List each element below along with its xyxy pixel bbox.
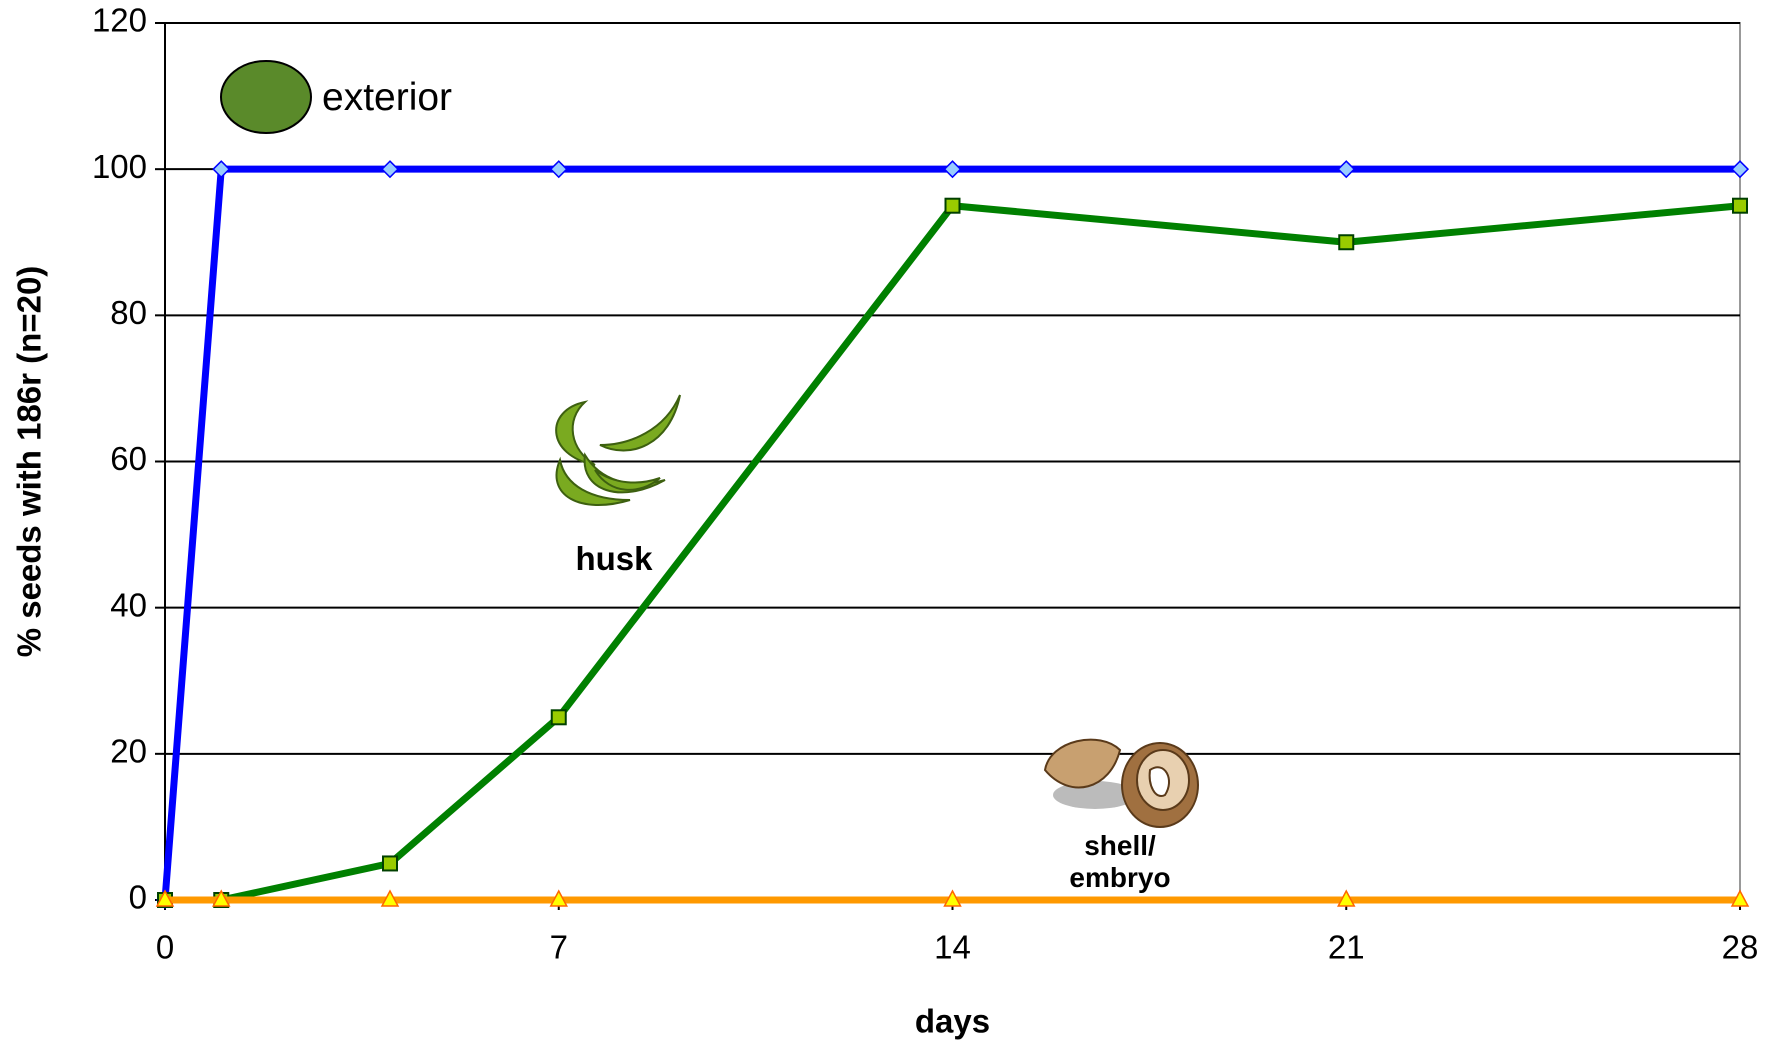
data-point <box>1339 235 1353 249</box>
husk-icon <box>556 395 680 505</box>
data-point <box>383 856 397 870</box>
data-point <box>1338 161 1354 177</box>
data-point <box>551 161 567 177</box>
chart: 0 20 40 60 80 100 120 0 7 14 21 28 days % seeds with … <box>0 0 1774 1044</box>
data-point <box>382 161 398 177</box>
data-point <box>1732 161 1748 177</box>
series-label: exterior <box>322 76 452 120</box>
shell-icon <box>1045 740 1198 827</box>
page: 0 20 40 60 80 100 120 0 7 14 21 28 days % seeds with … <box>0 0 1774 1044</box>
x-axis-title: days <box>915 1003 990 1040</box>
data-point <box>213 161 229 177</box>
series-line <box>165 169 1740 900</box>
y-tick-label: 40 <box>110 586 147 623</box>
y-tick-label: 60 <box>110 440 147 477</box>
y-tick-label: 80 <box>110 294 147 331</box>
x-tick-label: 28 <box>1722 929 1759 966</box>
x-tick-label: 0 <box>156 929 174 966</box>
y-axis-title: % seeds with 186r (n=20) <box>11 266 48 658</box>
y-tick-label: 20 <box>110 733 147 770</box>
data-point <box>946 199 960 213</box>
data-point <box>945 161 961 177</box>
y-tick-label: 0 <box>129 879 147 916</box>
series-label: shell/ embryo <box>1055 830 1185 894</box>
x-tick-label: 21 <box>1328 929 1365 966</box>
series-line <box>165 206 1740 900</box>
x-tick-label: 14 <box>934 929 971 966</box>
data-point <box>552 710 566 724</box>
series-label: husk <box>554 540 674 578</box>
y-tick-label: 120 <box>92 2 147 39</box>
exterior-icon <box>221 61 311 133</box>
y-tick-label: 100 <box>92 148 147 185</box>
x-tick-label: 7 <box>550 929 568 966</box>
data-point <box>1733 199 1747 213</box>
